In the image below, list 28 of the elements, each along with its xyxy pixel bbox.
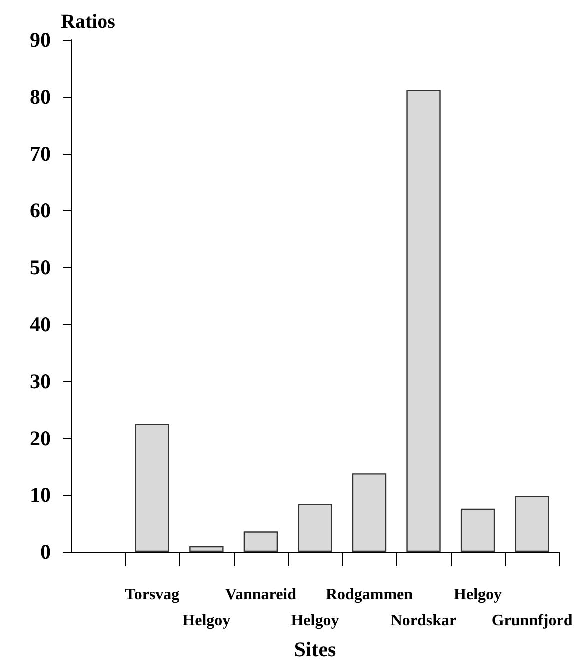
x-tick-label: Helgoy [291,612,340,630]
y-tick-label: 80 [30,84,51,109]
bar [244,532,278,552]
bar [190,546,224,552]
x-tick-label: Grunnfjord [492,612,573,630]
x-tick-label: Vannareid [225,586,297,604]
y-tick-label: 70 [30,142,51,166]
x-tick-label: Helgoy [454,586,502,604]
bar [406,90,441,552]
y-tick-label: 10 [30,483,51,508]
y-tick-label: 30 [30,369,51,394]
y-tick-label: 40 [30,312,51,336]
bar [515,496,550,552]
x-tick-label: Torsvag [125,586,180,604]
y-tick-label: 90 [30,28,51,52]
y-axis-title: Ratios [61,11,116,33]
y-tick-label: 20 [30,426,51,450]
y-tick-label: 0 [40,540,51,564]
bar [298,504,332,552]
y-tick-label: 50 [30,256,51,280]
x-tick-label: Helgoy [182,612,231,630]
bar [460,508,496,552]
bar [135,424,170,552]
x-tick-label: Nordskar [390,612,457,630]
x-tick-label: Rodgammen [326,586,414,604]
x-axis-title: Sites [294,638,336,662]
bar [352,474,387,552]
y-tick-label: 60 [30,198,51,223]
